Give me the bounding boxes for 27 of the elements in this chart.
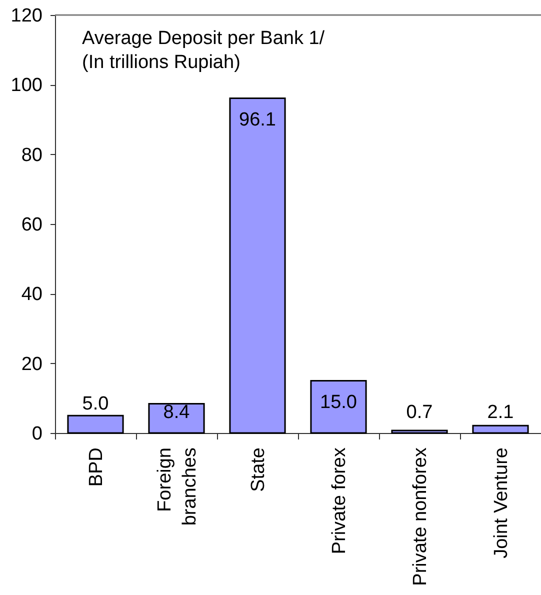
data-label: 0.7 (406, 402, 433, 423)
bar (67, 414, 124, 434)
y-tick-label: 40 (21, 284, 42, 306)
x-tick-label: BPD (86, 448, 107, 487)
data-label: 5.0 (82, 394, 109, 415)
bar (310, 380, 367, 434)
y-tick-label: 100 (10, 75, 42, 96)
x-tick-label: Joint Venture (491, 448, 512, 558)
y-tick-label: 60 (21, 214, 42, 236)
bar (229, 98, 286, 434)
x-tick-label: Private nonforex (410, 447, 431, 586)
text: Average Deposit per Bank 1/ (82, 28, 326, 49)
bar (472, 424, 529, 434)
data-label: 2.1 (487, 402, 514, 423)
data-label: 8.4 (163, 402, 190, 423)
bar (391, 430, 448, 434)
x-tick-label: State (248, 448, 269, 492)
y-tick-label: 0 (32, 424, 42, 444)
y-tick-label: 80 (21, 144, 42, 166)
bar (148, 402, 205, 434)
text: (In trillions Rupiah) (82, 52, 240, 73)
y-tick-label: 20 (21, 354, 42, 375)
y-tick-label: 120 (10, 6, 42, 26)
x-tick-label: Foreign branches (154, 448, 200, 526)
x-tick-label: Private forex (329, 447, 350, 554)
data-label: 15.0 (320, 392, 357, 413)
data-label: 96.1 (239, 109, 276, 130)
